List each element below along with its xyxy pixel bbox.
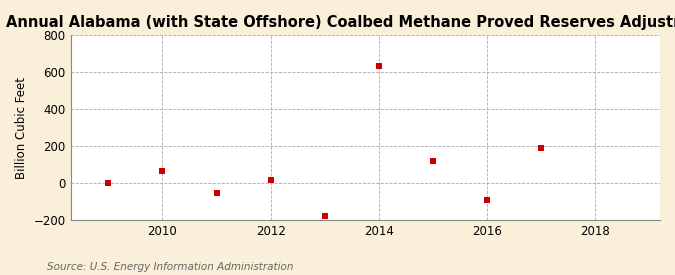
Text: Source: U.S. Energy Information Administration: Source: U.S. Energy Information Administ… bbox=[47, 262, 294, 272]
Y-axis label: Billion Cubic Feet: Billion Cubic Feet bbox=[15, 77, 28, 179]
Title: Annual Alabama (with State Offshore) Coalbed Methane Proved Reserves Adjustments: Annual Alabama (with State Offshore) Coa… bbox=[6, 15, 675, 30]
